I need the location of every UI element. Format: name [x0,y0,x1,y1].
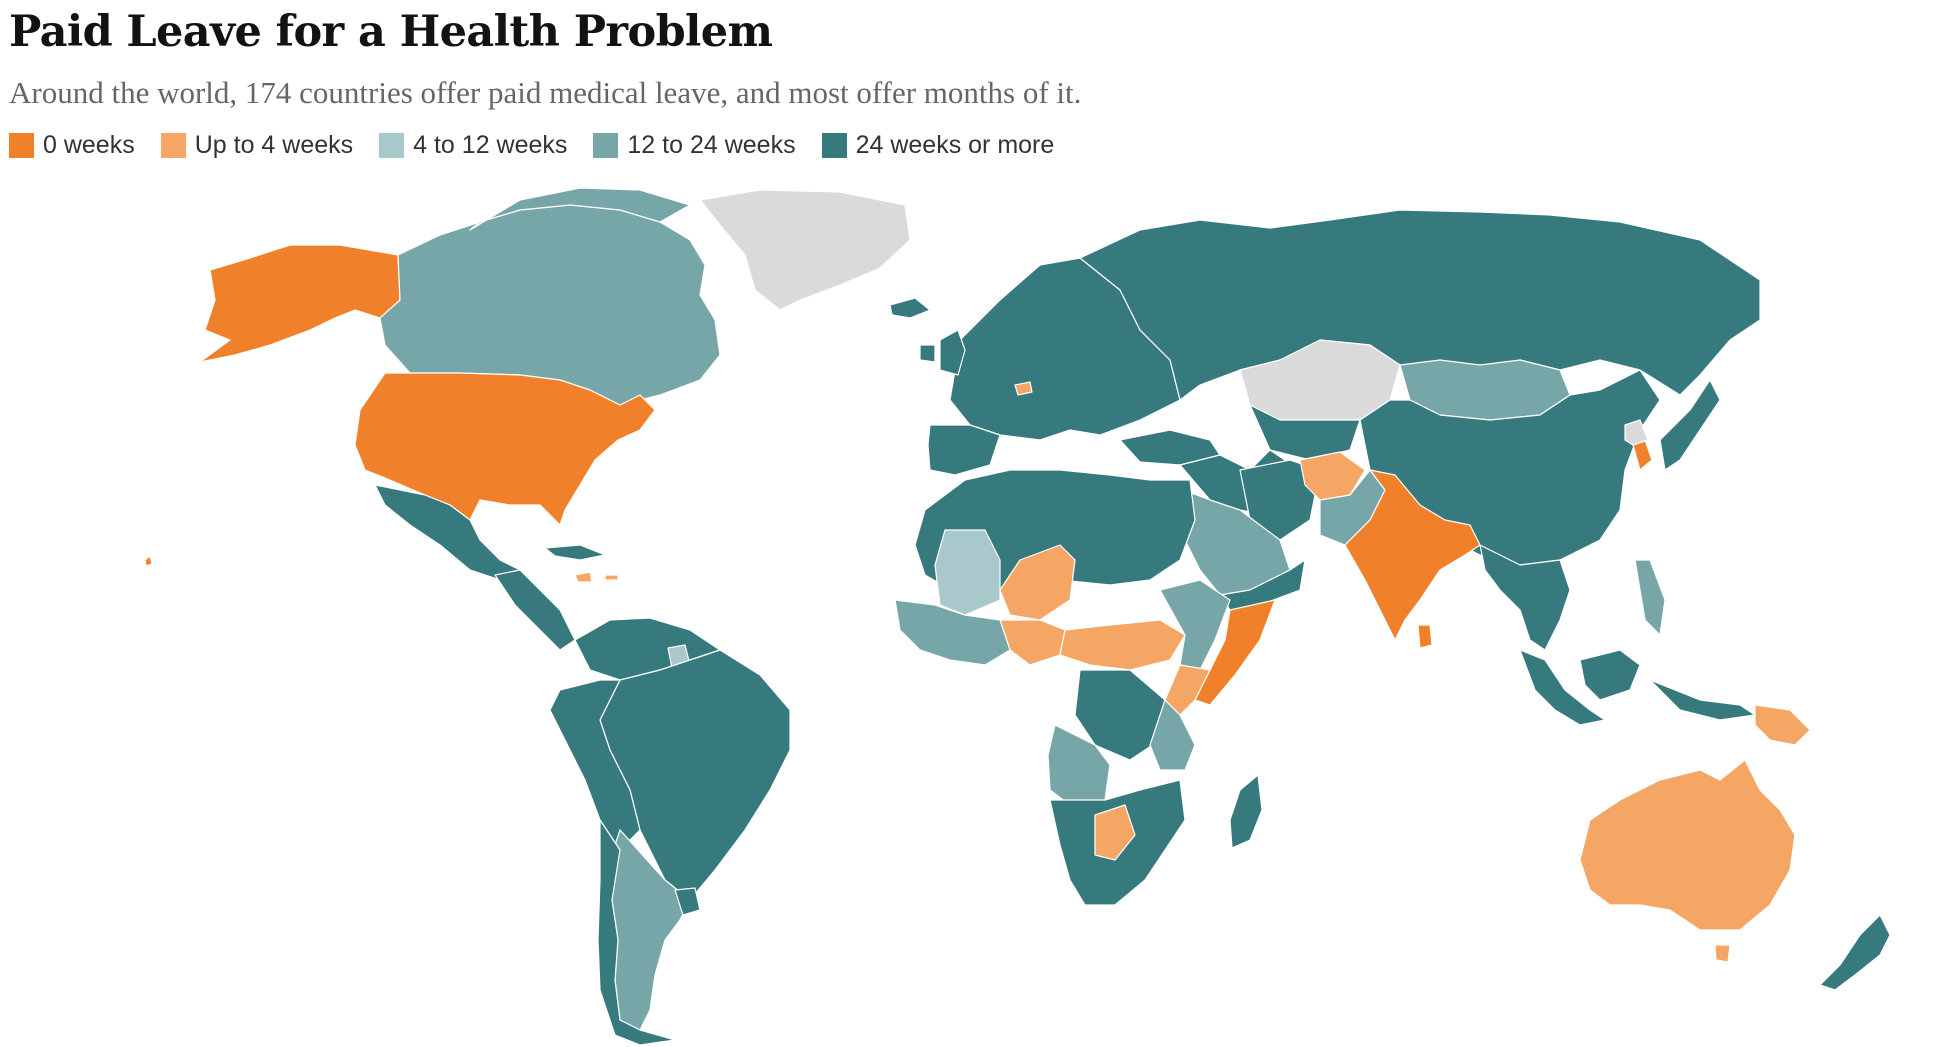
legend: 0 weeks Up to 4 weeks 4 to 12 weeks 12 t… [9,131,1909,160]
region-australia[interactable] [1579,759,1796,931]
region-new-zealand[interactable] [1819,914,1891,991]
legend-label: Up to 4 weeks [194,131,354,159]
region-hawaii[interactable] [144,555,153,567]
legend-swatch-12-to-24-weeks [593,133,619,158]
region-central-african-belt[interactable] [1059,619,1186,671]
region-iceland[interactable] [889,297,931,319]
region-philippines[interactable] [1634,559,1666,636]
legend-item-12-to-24-weeks: 12 to 24 weeks [593,131,796,160]
region-kenya[interactable] [1164,664,1211,716]
region-iberia[interactable] [927,424,1001,476]
region-central-asia[interactable] [1249,404,1361,461]
region-cuba[interactable] [544,544,606,561]
region-tanzania[interactable] [1149,699,1196,771]
region-indonesia-west[interactable] [1519,649,1606,726]
legend-label: 4 to 12 weeks [413,131,568,159]
chart-header: Paid Leave for a Health Problem Around t… [9,0,1909,160]
region-peru-bolivia[interactable] [549,679,641,851]
region-central-america[interactable] [494,569,576,651]
region-united-states[interactable] [354,372,656,526]
legend-item-0-weeks: 0 weeks [9,131,135,160]
region-indonesia-east[interactable] [1649,679,1756,721]
legend-swatch-0-weeks [9,133,34,158]
region-somalia[interactable] [1194,599,1276,706]
region-east-africa[interactable] [1159,579,1231,671]
region-alaska[interactable] [199,244,401,363]
legend-label: 12 to 24 weeks [627,131,796,159]
region-niger[interactable] [999,544,1076,621]
region-botswana[interactable] [1094,804,1136,861]
region-india[interactable] [1344,469,1481,641]
chart-subtitle: Around the world, 174 countries offer pa… [9,75,1082,110]
region-haiti[interactable] [574,571,593,583]
region-puerto-rico[interactable] [604,574,619,581]
region-southeast-asia[interactable] [1479,544,1571,651]
region-papua-new-guinea[interactable] [1754,704,1811,746]
legend-swatch-4-to-12-weeks [379,133,405,158]
region-nigeria[interactable] [999,619,1066,666]
region-greenland[interactable] [699,189,911,311]
legend-label: 0 weeks [43,131,135,159]
region-canada-arctic[interactable] [469,187,691,231]
legend-item-up-to-4-weeks: Up to 4 weeks [160,131,354,160]
region-mali[interactable] [934,529,1001,616]
region-russia[interactable] [1079,209,1761,401]
region-tasmania[interactable] [1714,944,1731,963]
legend-swatch-up-to-4-weeks [160,133,186,158]
chart-title: Paid Leave for a Health Problem [9,7,773,57]
region-korea-north[interactable] [1624,419,1649,446]
region-chile[interactable] [597,819,676,1046]
region-japan[interactable] [1659,379,1721,471]
region-congo[interactable] [1074,669,1166,761]
region-uk[interactable] [939,329,966,376]
region-borneo[interactable] [1579,649,1641,701]
region-sri-lanka[interactable] [1417,624,1433,649]
region-switzerland[interactable] [1014,381,1033,396]
world-map [144,187,1891,1046]
region-ireland[interactable] [919,344,936,363]
legend-item-4-to-12-weeks: 4 to 12 weeks [379,131,567,160]
legend-item-24-weeks-or-more: 24 weeks or more [821,131,1055,160]
region-uruguay[interactable] [674,887,701,916]
region-europe[interactable] [949,257,1181,441]
region-madagascar[interactable] [1229,774,1263,849]
legend-label: 24 weeks or more [855,131,1055,159]
region-west-africa-coast[interactable] [894,599,1011,666]
legend-swatch-24-weeks-or-more [821,133,847,158]
